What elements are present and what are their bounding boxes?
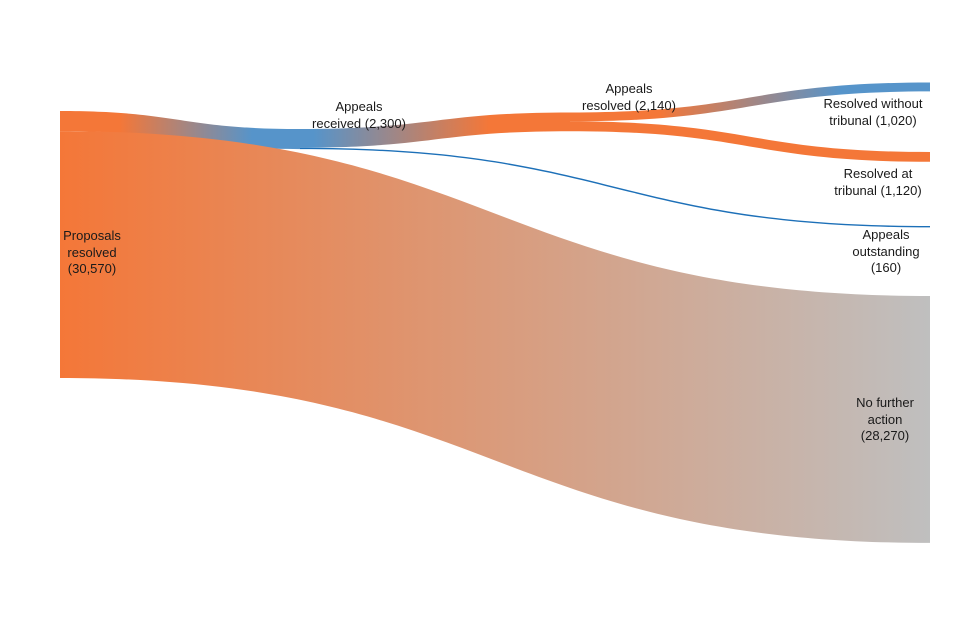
node-label-proposals-resolved: Proposals resolved (30,570) <box>63 228 121 276</box>
node-label-appeals-outstanding: Appeals outstanding (160) <box>852 227 920 275</box>
node-label-resolved-without-tribunal: Resolved without tribunal (1,020) <box>823 96 923 128</box>
flow-resolved-to-at <box>570 121 930 162</box>
node-label-no-further-action: No further action (28,270) <box>856 395 914 443</box>
flow-received-to-outstanding <box>300 147 930 228</box>
flow-proposals-to-nfa <box>60 131 930 543</box>
node-label-appeals-received: Appeals received (2,300) <box>312 99 406 131</box>
node-label-appeals-resolved: Appeals resolved (2,140) <box>582 81 676 113</box>
sankey-links <box>60 82 930 543</box>
flow-received-to-resolved <box>300 112 570 148</box>
node-label-resolved-at-tribunal: Resolved at tribunal (1,120) <box>834 166 922 198</box>
flow-proposals-to-received <box>60 111 300 150</box>
flow-resolved-to-without <box>570 82 930 122</box>
